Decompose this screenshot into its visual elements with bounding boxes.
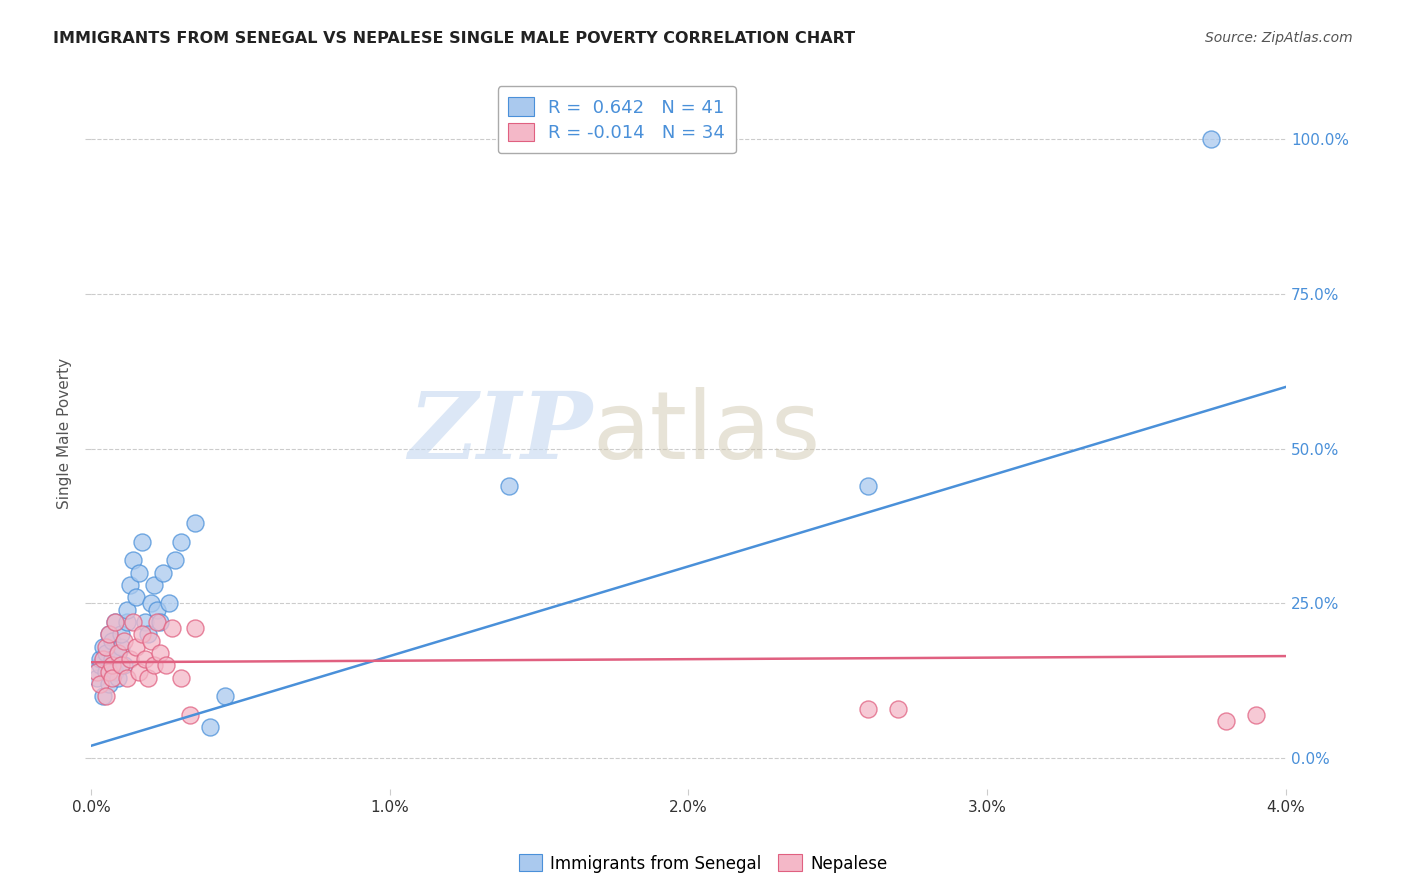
Point (157, 597, 180, 611)
Point (1244, 707, 1267, 722)
Point (136, 671, 159, 685)
Point (169, 671, 191, 685)
Text: IMMIGRANTS FROM SENEGAL VS NEPALESE SINGLE MALE POVERTY CORRELATION CHART: IMMIGRANTS FROM SENEGAL VS NEPALESE SING… (53, 31, 856, 46)
Point (131, 534, 153, 549)
Point (163, 553, 186, 567)
Point (121, 615, 143, 629)
Point (886, 701, 908, 715)
Point (91, 640, 114, 654)
Point (214, 690, 236, 704)
Point (149, 615, 172, 629)
Point (94, 640, 117, 654)
Text: ZIP: ZIP (409, 388, 593, 478)
Point (134, 652, 156, 666)
Point (97, 627, 120, 641)
Point (101, 652, 124, 666)
Point (112, 658, 135, 673)
Point (107, 646, 129, 660)
Text: atlas: atlas (593, 387, 821, 479)
Point (184, 516, 207, 530)
Point (856, 701, 879, 715)
Point (139, 597, 162, 611)
Point (94, 665, 117, 679)
Text: Source: ZipAtlas.com: Source: ZipAtlas.com (1205, 31, 1353, 45)
Point (160, 621, 183, 635)
Point (110, 658, 132, 673)
Point (91, 652, 114, 666)
Y-axis label: Single Male Poverty: Single Male Poverty (58, 358, 72, 508)
Point (89, 658, 111, 673)
Point (128, 566, 150, 580)
Point (86, 665, 108, 679)
Point (104, 665, 127, 679)
Point (115, 615, 138, 629)
Point (104, 615, 127, 629)
Point (94, 646, 117, 660)
Point (125, 591, 148, 605)
Point (142, 578, 165, 592)
Point (89, 652, 111, 666)
Point (142, 658, 165, 673)
Point (101, 633, 124, 648)
Point (97, 677, 120, 691)
Point (152, 566, 174, 580)
Point (118, 578, 141, 592)
Point (104, 615, 127, 629)
Point (115, 602, 138, 616)
Point (856, 479, 879, 493)
Point (94, 690, 117, 704)
Point (110, 640, 132, 654)
Point (179, 707, 201, 722)
Point (128, 665, 150, 679)
Legend: Immigrants from Senegal, Nepalese: Immigrants from Senegal, Nepalese (512, 847, 894, 880)
Point (107, 646, 129, 660)
Point (149, 646, 172, 660)
Point (101, 671, 124, 685)
Point (200, 720, 222, 734)
Point (1201, 132, 1223, 146)
Point (145, 602, 167, 616)
Point (97, 665, 120, 679)
Point (134, 615, 156, 629)
Point (112, 633, 135, 648)
Point (121, 553, 143, 567)
Point (107, 671, 129, 685)
Point (125, 640, 148, 654)
Point (86, 671, 108, 685)
Point (155, 658, 177, 673)
Point (136, 627, 159, 641)
Point (91, 690, 114, 704)
Point (145, 615, 167, 629)
Point (97, 627, 120, 641)
Point (139, 633, 162, 648)
Point (184, 621, 207, 635)
Point (498, 479, 520, 493)
Point (110, 627, 132, 641)
Point (115, 671, 138, 685)
Legend: R =  0.642   N = 41, R = -0.014   N = 34: R = 0.642 N = 41, R = -0.014 N = 34 (498, 87, 735, 153)
Point (89, 677, 111, 691)
Point (131, 627, 153, 641)
Point (1215, 714, 1237, 728)
Point (101, 658, 124, 673)
Point (118, 652, 141, 666)
Point (169, 534, 191, 549)
